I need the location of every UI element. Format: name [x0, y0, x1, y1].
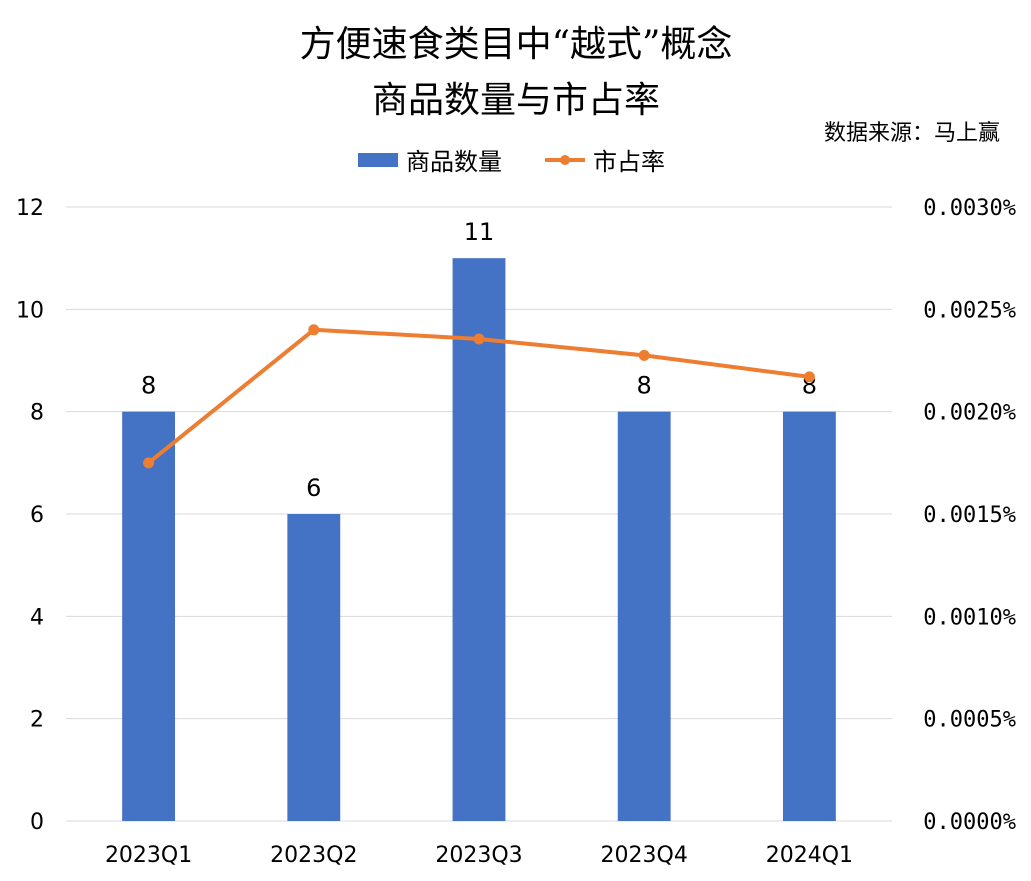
chart-title-line-2: 商品数量与市占率 — [372, 80, 660, 121]
y-right-tick-label: 0.0015% — [923, 503, 1016, 528]
y-axis-right-ticks: 0.0000% 0.0005% 0.0010% 0.0015% 0.0020% 0.002… — [923, 196, 1016, 835]
y-left-tick-label: 8 — [30, 401, 44, 426]
bar-value-label: 8 — [141, 372, 156, 400]
bar-2023Q1 — [122, 411, 176, 821]
line-series — [143, 324, 815, 469]
share-point-2023Q2 — [308, 324, 320, 336]
y-right-tick-label: 0.0025% — [923, 298, 1016, 323]
y-right-tick-label: 0.0005% — [923, 708, 1016, 733]
y-left-tick-label: 12 — [16, 196, 44, 221]
y-left-tick-label: 4 — [30, 605, 44, 630]
chart-title-line-1: 方便速食类目中“越式”概念 — [300, 24, 733, 65]
x-tick-label: 2023Q4 — [601, 843, 688, 868]
x-tick-label: 2023Q1 — [105, 843, 192, 868]
y-right-tick-label: 0.0020% — [923, 401, 1016, 426]
source-note: 数据来源：马上赢 — [824, 121, 1000, 146]
x-tick-label: 2023Q2 — [270, 843, 357, 868]
y-right-tick-label: 0.0010% — [923, 605, 1016, 630]
y-left-tick-label: 2 — [30, 708, 44, 733]
x-tick-label: 2024Q1 — [766, 843, 853, 868]
y-left-tick-label: 6 — [30, 503, 44, 528]
legend: 商品数量 市占率 — [358, 148, 665, 176]
bar-value-label: 8 — [637, 372, 652, 400]
y-right-tick-label: 0.0000% — [923, 810, 1016, 835]
y-left-tick-label: 10 — [16, 298, 44, 323]
y-right-tick-label: 0.0030% — [923, 196, 1016, 221]
bar-2023Q2 — [287, 514, 341, 821]
bar-value-label: 6 — [306, 474, 321, 502]
legend-line-marker — [560, 155, 570, 165]
y-axis-left-ticks: 0 2 4 6 8 10 12 — [16, 196, 44, 835]
legend-bar-label: 商品数量 — [406, 148, 502, 176]
share-point-2024Q1 — [803, 371, 815, 383]
bar-2024Q1 — [782, 411, 836, 821]
bar-2023Q4 — [617, 411, 671, 821]
x-tick-label: 2023Q3 — [435, 843, 522, 868]
share-point-2023Q4 — [638, 349, 650, 361]
share-point-2023Q3 — [473, 333, 485, 345]
share-point-2023Q1 — [143, 457, 155, 469]
legend-bar-swatch — [358, 153, 398, 167]
bar-value-label: 11 — [464, 218, 495, 246]
x-axis-ticks: 2023Q1 2023Q2 2023Q3 2023Q4 2024Q1 — [105, 843, 853, 868]
bar-series — [122, 258, 836, 822]
y-left-tick-label: 0 — [30, 810, 44, 835]
legend-line-label: 市占率 — [593, 148, 665, 176]
bar-2023Q3 — [452, 258, 506, 822]
